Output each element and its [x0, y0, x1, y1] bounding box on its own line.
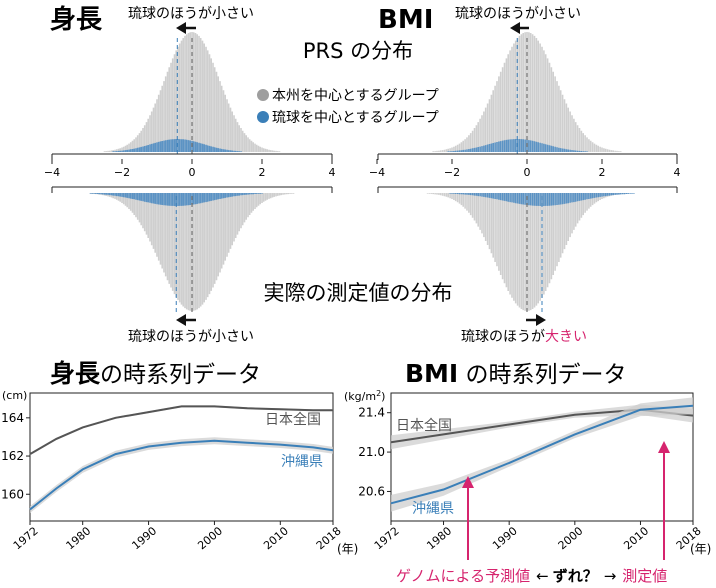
- bmi-prs-arrow: [510, 22, 529, 34]
- annotation-question: ずれ？: [553, 567, 598, 585]
- bmi-unit-main: (kg/m: [344, 390, 376, 403]
- bmi-unit-close: ): [381, 390, 385, 403]
- series-line: [390, 404, 694, 505]
- bmi-distribution-shapes: [426, 32, 635, 312]
- prs-tick-label: 4: [329, 166, 336, 179]
- measured-arrow: [658, 441, 670, 560]
- prs-tick-label: −2: [114, 166, 130, 179]
- y-tick-label: 20.6: [358, 484, 385, 498]
- height-timeseries-title: 身長の時系列データ: [50, 359, 261, 388]
- y-tick-label: 162: [1, 449, 24, 463]
- prs-distribution-caption: PRS の分布: [303, 39, 413, 63]
- legend-swatch-honshu: [257, 89, 269, 101]
- height-distribution-panel: [89, 32, 295, 312]
- x-tick-label: 2000: [556, 524, 586, 552]
- series-label: 沖縄県: [281, 454, 323, 470]
- bmi-title: BMI: [378, 5, 433, 35]
- x-tick-label: 2010: [261, 524, 291, 552]
- bmi-timeseries-title-bold: BMI: [405, 359, 458, 388]
- predicted-arrow: [462, 476, 474, 560]
- prs-tick-label: 2: [259, 166, 266, 179]
- x-tick-label: 1972: [11, 524, 41, 552]
- prs-tick-label: 2: [599, 166, 606, 179]
- height-title: 身長: [50, 4, 103, 35]
- annotation-measured: 測定値: [622, 567, 667, 585]
- prs-ryukyu-density: [112, 139, 242, 152]
- height-measured-note: 琉球のほうが小さい: [128, 329, 254, 345]
- y-tick-label: 164: [1, 411, 24, 425]
- y-tick-label: 21.0: [358, 445, 385, 459]
- plot-frame: [29, 392, 334, 522]
- series-line: [29, 405, 333, 455]
- prs-tick-label: 0: [524, 166, 531, 179]
- x-tick-label: 1980: [424, 524, 454, 552]
- annotation-arrow-left: ←: [536, 567, 549, 585]
- height-year-unit: (年): [337, 542, 358, 556]
- series-line: [29, 439, 334, 511]
- height-measured-arrow: [176, 314, 196, 326]
- x-tick-label: 1980: [64, 524, 94, 552]
- annotation-arrow-right: →: [604, 567, 617, 585]
- height-timeseries-title-bold: 身長: [50, 359, 101, 388]
- x-tick-label: 1990: [129, 524, 159, 552]
- x-tick-label: 1990: [490, 524, 520, 552]
- legend-label-ryukyu: 琉球を中心とするグループ: [272, 110, 439, 126]
- height-prs-arrow: [176, 22, 196, 34]
- prs-axes: −4 −2 0 2 4 −4 −2 0 2 4: [44, 153, 681, 193]
- height-unit-label: (cm): [2, 389, 27, 402]
- prs-tick-label: 0: [189, 166, 196, 179]
- prs-honshu-density: [432, 32, 622, 152]
- annotation-predicted: ゲノムによる予測値: [396, 567, 530, 585]
- bmi-measured-note: 琉球のほうが大きい: [461, 329, 587, 345]
- prs-honshu-density: [103, 32, 281, 152]
- measured-ryukyu-density: [449, 193, 635, 206]
- height-timeseries-title-rest: の時系列データ: [100, 362, 261, 388]
- legend-label-honshu: 本州を中心とするグループ: [272, 88, 439, 104]
- prs-tick-label: −4: [369, 166, 385, 179]
- prs-tick-label: −4: [44, 166, 60, 179]
- prs-tick-label: −2: [444, 166, 460, 179]
- prs-ryukyu-density: [447, 139, 588, 152]
- bmi-measured-arrow: [526, 314, 546, 326]
- y-tick-label: 160: [1, 487, 24, 501]
- bmi-distribution-panel: [426, 32, 635, 312]
- x-tick-label: 2010: [621, 524, 651, 552]
- y-tick-label: 21.4: [358, 406, 385, 420]
- bmi-year-unit: (年): [690, 542, 711, 556]
- x-tick-label: 2000: [195, 524, 225, 552]
- bottom-annotation: ゲノムによる予測値 ← ずれ？ → 測定値: [396, 567, 667, 585]
- series-confidence-band: [30, 437, 333, 513]
- prs-tick-label: 4: [674, 166, 681, 179]
- measured-distribution-caption: 実際の測定値の分布: [264, 281, 453, 305]
- series-label: 沖縄県: [412, 501, 454, 517]
- height-distribution-shapes: [89, 32, 295, 312]
- legend: 本州を中心とするグループ 琉球を中心とするグループ: [257, 88, 439, 126]
- bmi-unit-label: (kg/m2): [344, 389, 385, 403]
- measured-ryukyu-density: [89, 193, 263, 206]
- bmi-prs-note: 琉球のほうが小さい: [455, 6, 581, 22]
- legend-swatch-ryukyu: [257, 111, 269, 123]
- bmi-timeseries-title: BMI の時系列データ: [405, 359, 627, 388]
- series-label: 日本全国: [265, 411, 321, 428]
- bmi-measured-note-prefix: 琉球のほうが: [461, 329, 545, 345]
- x-tick-label: 1972: [372, 524, 402, 552]
- series-label: 日本全国: [396, 417, 452, 434]
- bmi-unit-sup: 2: [376, 389, 381, 398]
- bmi-timeseries-title-rest: の時系列データ: [458, 362, 626, 388]
- bmi-measured-note-highlight: 大きい: [545, 329, 587, 345]
- height-prs-note: 琉球のほうが小さい: [128, 6, 254, 22]
